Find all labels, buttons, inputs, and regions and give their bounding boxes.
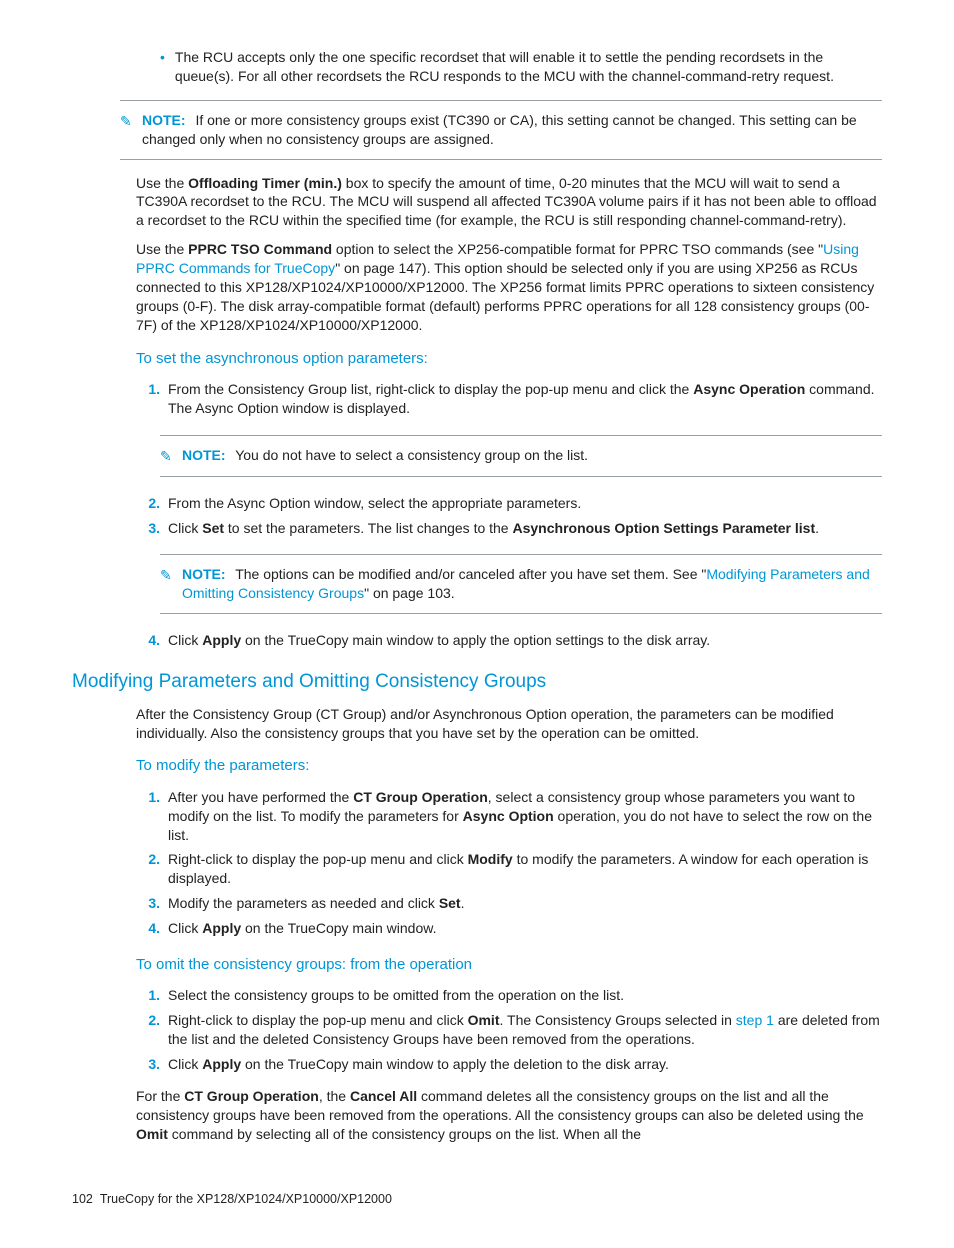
note-text: You do not have to select a consistency …	[235, 447, 588, 463]
heading-to-modify: To modify the parameters:	[136, 756, 882, 776]
note-settings-locked: ✎ NOTE: If one or more consistency group…	[120, 100, 882, 160]
modify-steps-list: 1. After you have performed the CT Group…	[132, 785, 882, 941]
rcu-bullet-list: • The RCU accepts only the one specific …	[72, 48, 882, 86]
async-steps-list: 1. From the Consistency Group list, righ…	[132, 377, 882, 421]
list-item: 3. Modify the parameters as needed and c…	[132, 891, 882, 916]
note-text: If one or more consistency groups exist …	[142, 112, 857, 147]
note-body: NOTE: If one or more consistency groups …	[142, 111, 882, 149]
list-item: 1. Select the consistency groups to be o…	[132, 983, 882, 1008]
bullet-icon: •	[160, 48, 175, 86]
list-item: 3. Click Apply on the TrueCopy main wind…	[132, 1052, 882, 1077]
list-item: 4. Click Apply on the TrueCopy main wind…	[132, 916, 882, 941]
para-cancel-all: For the CT Group Operation, the Cancel A…	[136, 1087, 882, 1144]
list-item: 2. Right-click to display the pop-up men…	[132, 1008, 882, 1052]
note-body: NOTE: The options can be modified and/or…	[182, 565, 882, 603]
para-pprc-tso: Use the PPRC TSO Command option to selec…	[136, 240, 882, 334]
list-item: 1. After you have performed the CT Group…	[132, 785, 882, 848]
para-modify-intro: After the Consistency Group (CT Group) a…	[136, 705, 882, 743]
link-step-1[interactable]: step 1	[736, 1012, 774, 1028]
para-offloading-timer: Use the Offloading Timer (min.) box to s…	[136, 174, 882, 231]
heading-modifying-parameters: Modifying Parameters and Omitting Consis…	[72, 669, 882, 695]
heading-to-omit: To omit the consistency groups: from the…	[136, 955, 882, 975]
note-label: NOTE:	[142, 112, 192, 128]
page-number: 102	[72, 1192, 93, 1206]
note-no-select-group: ✎ NOTE: You do not have to select a cons…	[160, 435, 882, 477]
omit-steps-list: 1. Select the consistency groups to be o…	[132, 983, 882, 1077]
async-steps-list-end: 4. Click Apply on the TrueCopy main wind…	[132, 628, 882, 653]
page-footer: 102 TrueCopy for the XP128/XP1024/XP1000…	[72, 1191, 882, 1208]
heading-set-async-params: To set the asynchronous option parameter…	[136, 349, 882, 369]
note-label: NOTE:	[182, 447, 232, 463]
note-icon: ✎	[160, 446, 182, 466]
note-body: NOTE: You do not have to select a consis…	[182, 446, 588, 466]
note-options-modifiable: ✎ NOTE: The options can be modified and/…	[160, 554, 882, 614]
async-steps-list-cont: 2. From the Async Option window, select …	[132, 491, 882, 541]
note-label: NOTE:	[182, 566, 232, 582]
list-item: 2. Right-click to display the pop-up men…	[132, 847, 882, 891]
footer-title: TrueCopy for the XP128/XP1024/XP10000/XP…	[100, 1192, 392, 1206]
list-item: 3. Click Set to set the parameters. The …	[132, 516, 882, 541]
bullet-text: The RCU accepts only the one specific re…	[175, 48, 882, 86]
note-icon: ✎	[120, 111, 142, 149]
list-item: 1. From the Consistency Group list, righ…	[132, 377, 882, 421]
note-icon: ✎	[160, 565, 182, 603]
list-item: 4. Click Apply on the TrueCopy main wind…	[132, 628, 882, 653]
list-item: 2. From the Async Option window, select …	[132, 491, 882, 516]
list-item: • The RCU accepts only the one specific …	[160, 48, 882, 86]
